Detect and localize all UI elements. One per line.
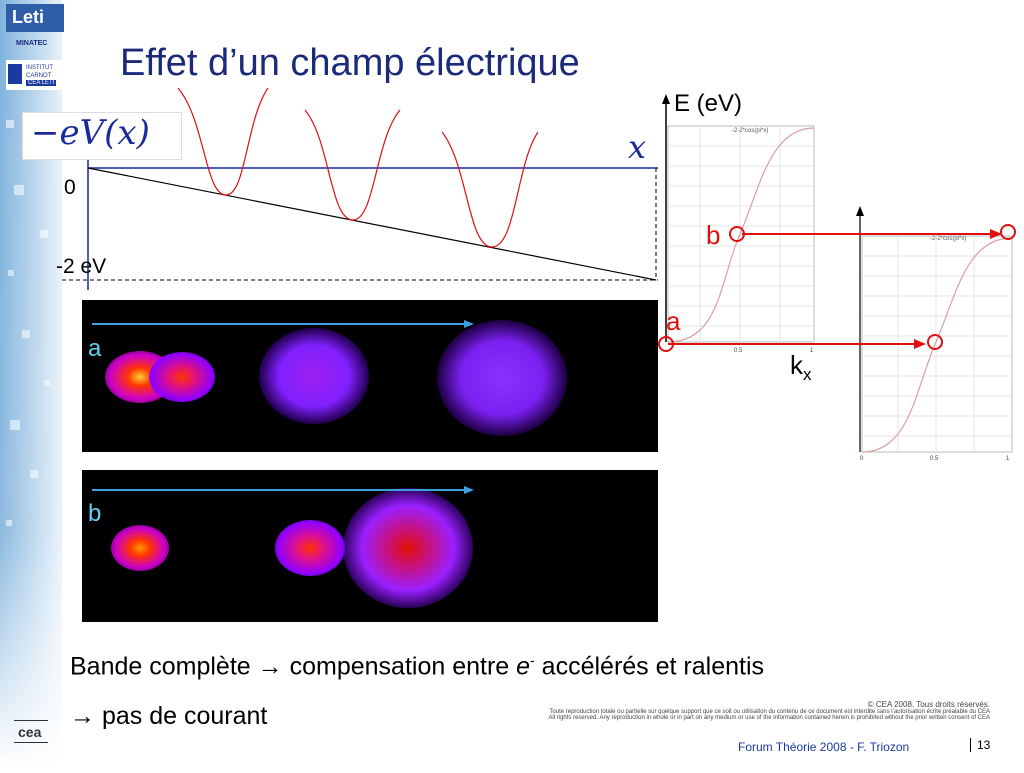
leti-logo: Leti: [6, 4, 64, 32]
function-label-box: −eV(x): [22, 112, 182, 160]
band-legend-left: -2-2*cos(pi*x): [732, 128, 769, 134]
legal-notice: © CEA 2008. Tous droits réservés. Toute …: [548, 700, 990, 721]
band-curve-right: [861, 237, 1013, 453]
slide-title: Effet d’un champ électrique: [120, 42, 580, 84]
band-x-label: kx: [790, 350, 812, 385]
density-panel-b: [82, 470, 658, 622]
band-curve-left: [667, 127, 815, 343]
well-curve-1: [177, 87, 269, 196]
band-y-label: E (eV): [674, 90, 743, 117]
point-a-right: [927, 334, 943, 350]
well-curve-2: [304, 109, 401, 221]
band-tick-mid-right: 0.5: [930, 456, 939, 462]
point-b-left: [729, 226, 745, 242]
band-tick-zero-right: 0: [860, 456, 864, 462]
function-label: −eV(x): [31, 113, 150, 153]
potential-tick-bottom: -2 eV: [56, 255, 107, 278]
density-panel-a: [82, 300, 658, 452]
well-curve-3: [441, 131, 539, 248]
conclusion-line-1: Bande complète → compensation entre e- a…: [70, 652, 764, 681]
band-tick-end-left: 1: [810, 348, 814, 354]
panel-b-label: b: [88, 500, 102, 527]
band-point-a-label: a: [666, 306, 681, 336]
band-legend-right: -2-2*cos(pi*x): [930, 236, 967, 242]
band-tick-end-right: 1: [1006, 456, 1010, 462]
point-b-right: [1000, 224, 1016, 240]
band-tick-mid-left: 0.5: [734, 348, 743, 354]
point-a-left: [658, 336, 674, 352]
panel-a-label: a: [88, 335, 102, 362]
page-number: 13: [970, 738, 990, 752]
potential-slope-line: [87, 167, 657, 281]
conclusion-line-2: → pas de courant: [70, 702, 268, 730]
potential-tick-zero: 0: [64, 176, 76, 199]
minatec-logo: MINATEC: [16, 40, 48, 47]
carnot-logo: INSTITUT CARNOT CEA LETI: [6, 60, 64, 90]
footer-text: Forum Théorie 2008 - F. Triozon: [738, 740, 910, 754]
band-point-b-label: b: [706, 220, 721, 250]
cea-logo: cea: [14, 720, 50, 744]
potential-x-label: x: [628, 128, 647, 166]
